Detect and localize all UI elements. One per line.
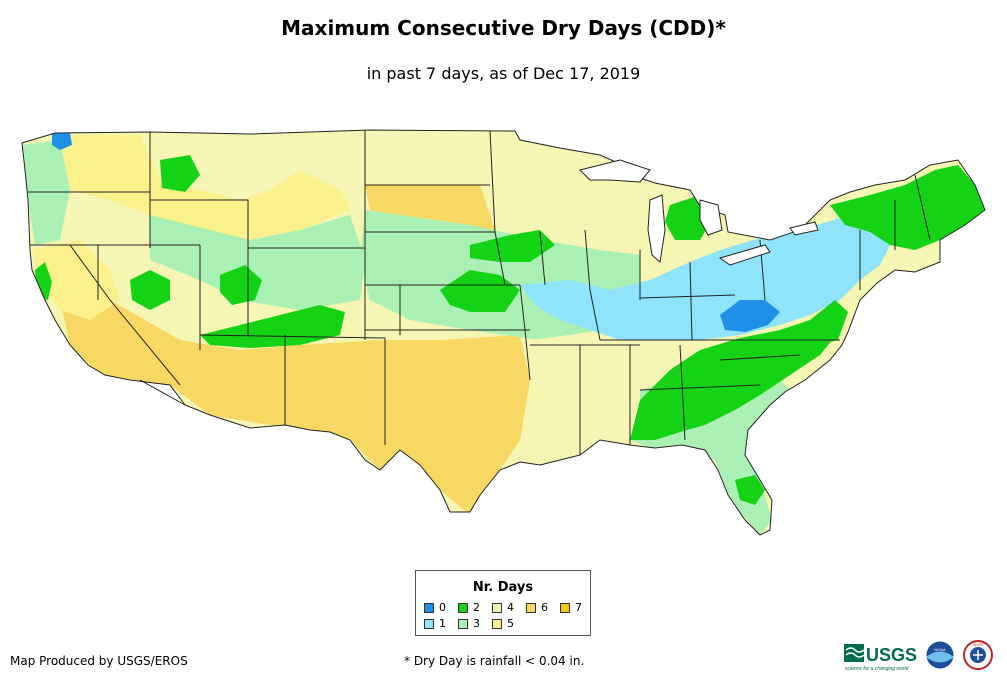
legend-title: Nr. Days [472, 580, 534, 595]
zone-5-northwest [60, 135, 350, 240]
zone-1-ohio-valley [520, 218, 890, 340]
lake-ontario [789, 221, 819, 236]
zone-6-plains [365, 185, 495, 232]
producer-credit: Map Produced by USGS/EROS [10, 654, 188, 668]
zone-3-rockies [150, 215, 365, 310]
zone-2-virginia [810, 300, 848, 345]
zone-4-mississippi [530, 330, 640, 460]
legend-item-5: 5 [492, 618, 514, 630]
zone-2-utah [130, 270, 170, 310]
legend-item-2: 2 [458, 602, 480, 614]
legend-label-6: 6 [541, 601, 548, 614]
legend-label-1: 1 [439, 617, 446, 630]
legend-label-7: 7 [575, 601, 582, 614]
legend-item-7: 7 [560, 602, 582, 614]
zone-0-appalachia [720, 300, 780, 332]
cdd-zones [22, 133, 985, 535]
state-borders [21, 129, 986, 536]
legend-label-3: 3 [473, 617, 480, 630]
zone-2-kansas [440, 270, 520, 312]
agency-logos: USGS science for a changing world NOAA N… [844, 640, 993, 672]
legend-swatch-7 [560, 603, 570, 613]
legend-item-1: 1 [424, 618, 446, 630]
lake-erie [718, 244, 771, 266]
zone-2-northeast [830, 165, 985, 250]
nws-logo-text: NWS [973, 642, 983, 647]
zone-2-montana [160, 155, 200, 192]
legend-label-2: 2 [473, 601, 480, 614]
noaa-logo: NOAA [925, 640, 955, 670]
map-title: Maximum Consecutive Dry Days (CDD)* [281, 16, 726, 40]
legend-item-4: 4 [492, 602, 514, 614]
legend-swatch-4 [492, 603, 502, 613]
zone-2-iowa [470, 230, 555, 262]
legend-swatch-0 [424, 603, 434, 613]
legend-item-0: 0 [424, 602, 446, 614]
legend-label-4: 4 [507, 601, 514, 614]
usgs-logo-text: USGS [866, 645, 917, 665]
legend-swatch-3 [458, 619, 468, 629]
noaa-logo-text: NOAA [934, 647, 946, 652]
map-subtitle: in past 7 days, as of Dec 17, 2019 [366, 64, 641, 83]
usgs-logo: USGS science for a changing world [844, 644, 917, 672]
legend: Nr. Days 0 1 2 3 4 5 6 7 [415, 570, 591, 636]
legend-label-5: 5 [507, 617, 514, 630]
zone-0-seattle [52, 133, 72, 150]
zone-2-southeast [630, 305, 840, 440]
dry-day-footnote: * Dry Day is rainfall < 0.04 in. [404, 654, 585, 668]
legend-item-6: 6 [526, 602, 548, 614]
lake-huron [699, 199, 723, 236]
zone-2-florida [735, 475, 765, 505]
legend-swatch-5 [492, 619, 502, 629]
legend-swatch-6 [526, 603, 536, 613]
lake-michigan [647, 194, 666, 263]
usgs-tagline: science for a changing world [845, 666, 909, 672]
legend-swatch-1 [424, 619, 434, 629]
legend-swatch-2 [458, 603, 468, 613]
nws-logo: NWS [963, 640, 993, 670]
great-lakes [579, 159, 819, 266]
zone-2-wyoming [220, 265, 262, 305]
lake-superior [579, 159, 651, 183]
legend-label-0: 0 [439, 601, 446, 614]
legend-item-3: 3 [458, 618, 480, 630]
